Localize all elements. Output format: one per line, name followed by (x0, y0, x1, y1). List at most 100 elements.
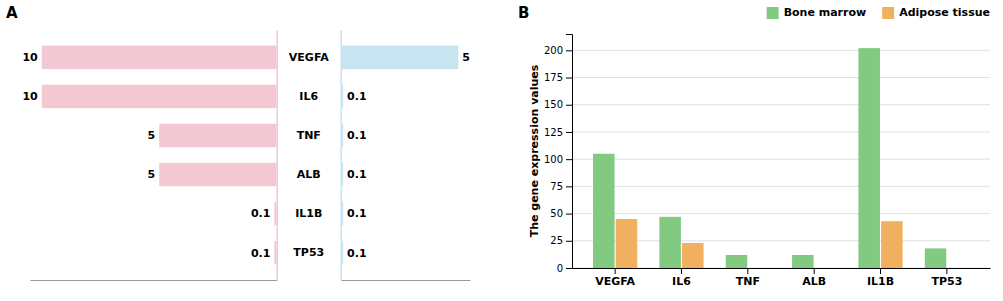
tick-label: IL6 (672, 275, 691, 288)
panel-title: A (6, 4, 18, 22)
grid-line (572, 77, 990, 78)
bar (159, 163, 277, 186)
tick: 0 (557, 263, 572, 274)
tick-label: 175 (544, 72, 563, 83)
data-label: 0.1 (347, 90, 367, 103)
tick-mark (566, 50, 572, 51)
bar (748, 268, 770, 269)
bar (947, 268, 969, 269)
tick-mark (566, 159, 572, 160)
legend-swatch (882, 7, 894, 19)
tick-mark (566, 132, 572, 133)
bars (593, 48, 946, 268)
tick: TNF (277, 129, 321, 142)
legend-label: Adipose tissue (899, 6, 990, 19)
tick-label: TNF (736, 275, 760, 288)
tick-mark (615, 268, 616, 274)
axis-line (566, 35, 573, 269)
tick: IL6 (672, 268, 691, 288)
data-labels: 50.10.10.10.10.1 (347, 51, 470, 259)
tick-label: ALB (802, 275, 826, 288)
tick: IL1B (277, 207, 323, 220)
tick-label: 150 (544, 99, 563, 110)
tick-label: 200 (544, 45, 563, 56)
bar (274, 202, 276, 225)
data-label: 5 (148, 168, 156, 181)
tick: IL6 (277, 90, 319, 103)
tick-mark (681, 268, 682, 274)
bar (792, 255, 814, 268)
grid-line (572, 131, 990, 132)
tick-mark (566, 214, 572, 215)
axis-line (573, 268, 991, 269)
tick: TNF (736, 268, 760, 288)
chart-svg: AVEGFAIL6TNFALBIL1BTP531010550.10.150.10… (0, 0, 1003, 301)
tick-mark (880, 268, 881, 274)
y-axis: VEGFA IL6 TNF ALB IL1B TP53 (277, 31, 329, 281)
grid-line (572, 50, 990, 51)
axis-line (341, 31, 343, 281)
tick-mark (814, 268, 815, 274)
tick-label: IL1B (295, 207, 322, 220)
tick-label: 100 (544, 154, 563, 165)
bar (42, 46, 277, 69)
tick-label: 125 (544, 127, 563, 138)
legend-swatch (767, 7, 779, 19)
tick: 25 (550, 235, 572, 246)
data-label: 0.1 (347, 207, 367, 220)
bar (726, 255, 748, 268)
data-label: 0.1 (251, 207, 271, 220)
tick-mark (566, 268, 572, 269)
x-axis (31, 280, 278, 281)
bar (659, 217, 681, 268)
tick: TP53 (277, 246, 324, 259)
tick-label: 0 (557, 263, 563, 274)
axis-line (277, 31, 279, 281)
y-axis (340, 31, 342, 281)
bar (341, 46, 459, 69)
data-label: 0.1 (347, 168, 367, 181)
tick-mark (566, 105, 572, 106)
data-labels: 1010550.10.1 (22, 51, 270, 259)
bar (682, 243, 704, 268)
bar (593, 154, 615, 268)
panel-title: B (518, 4, 529, 22)
tick-mark (566, 241, 572, 242)
tick: VEGFA (277, 51, 329, 64)
tick: ALB (277, 168, 321, 181)
tick-label: TNF (297, 129, 321, 142)
tick-label: IL1B (867, 275, 894, 288)
tick-label: VEGFA (289, 51, 329, 64)
data-label: 0.1 (251, 247, 271, 260)
tick-label: 25 (550, 235, 563, 246)
panel-a: AVEGFAIL6TNFALBIL1BTP531010550.10.150.10… (6, 4, 471, 281)
bar (159, 124, 277, 147)
tick-mark (946, 268, 947, 274)
tick: 150 (544, 99, 572, 110)
bars (341, 46, 459, 265)
data-label: 0.1 (347, 247, 367, 260)
bar (881, 221, 903, 268)
tick: VEGFA (595, 268, 635, 288)
bar (42, 85, 277, 108)
tick: 75 (550, 181, 572, 192)
x-axis (341, 280, 470, 281)
legend: Bone marrowAdipose tissue (767, 6, 990, 19)
data-label: 0.1 (347, 129, 367, 142)
data-label: 10 (22, 51, 38, 64)
legend-item: Adipose tissue (882, 6, 990, 19)
tick-label: TP53 (293, 246, 324, 259)
axis-line (341, 280, 470, 281)
tick: 100 (544, 154, 572, 165)
bar (274, 241, 276, 264)
bar (858, 48, 880, 268)
tick-mark (566, 78, 572, 79)
tick-label: 50 (550, 208, 563, 219)
bars (42, 46, 277, 265)
y-axis: 0 25 50 75 100 125 150 175 200 (544, 35, 573, 274)
grid-line (572, 159, 990, 160)
tick: 125 (544, 127, 572, 138)
tick: IL1B (867, 268, 894, 288)
grid-line (572, 186, 990, 187)
tick: 175 (544, 72, 572, 83)
